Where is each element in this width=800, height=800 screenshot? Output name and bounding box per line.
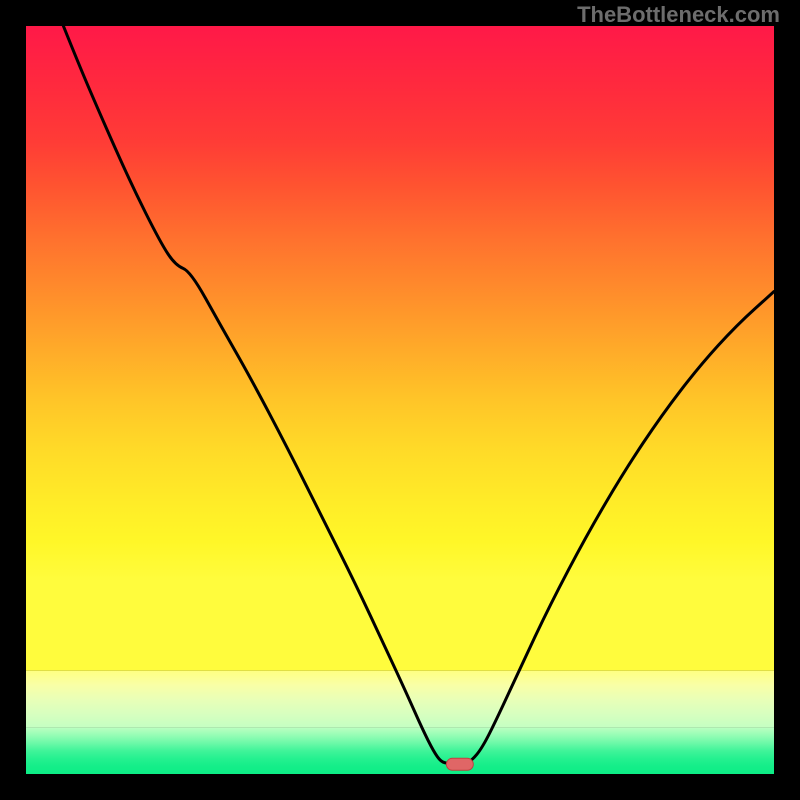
bottleneck-chart-svg	[26, 26, 774, 774]
chart-canvas: TheBottleneck.com	[0, 0, 800, 800]
optimal-marker	[446, 758, 473, 770]
watermark-text: TheBottleneck.com	[577, 2, 780, 28]
gradient-green-band	[26, 728, 774, 774]
gradient-main	[26, 26, 774, 671]
plot-area	[26, 26, 774, 774]
